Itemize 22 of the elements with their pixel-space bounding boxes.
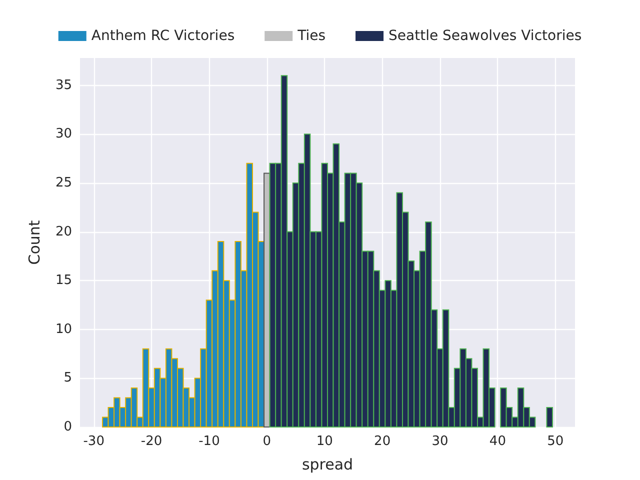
y-tick-label: 35 <box>55 78 72 93</box>
x-tick-label: -30 <box>83 434 104 449</box>
y-tick-label: 5 <box>64 370 72 386</box>
y-tick-label: 10 <box>55 322 72 337</box>
x-tick-label: -10 <box>198 434 220 449</box>
legend-label: Ties <box>296 28 326 44</box>
legend-label: Anthem RC Victories <box>91 28 235 44</box>
y-tick-label: 20 <box>55 224 72 240</box>
y-tick-label: 0 <box>64 420 72 434</box>
x-axis-title: spread <box>302 456 354 474</box>
y-tick-label: 30 <box>55 126 72 142</box>
x-tick-label: 20 <box>374 434 391 449</box>
x-tick-label: 0 <box>262 434 272 449</box>
y-axis-title: Count <box>26 220 44 265</box>
y-tick-label: 25 <box>55 175 72 190</box>
x-tick-label: 30 <box>432 434 448 449</box>
y-tick-label: 15 <box>55 273 72 288</box>
x-tick-label: 40 <box>489 434 506 449</box>
x-tick-label: -20 <box>140 434 162 449</box>
x-tick-label: 10 <box>316 434 333 449</box>
x-tick-label: 50 <box>547 434 564 449</box>
legend-label: Seattle Seawolves Victories <box>388 28 582 44</box>
